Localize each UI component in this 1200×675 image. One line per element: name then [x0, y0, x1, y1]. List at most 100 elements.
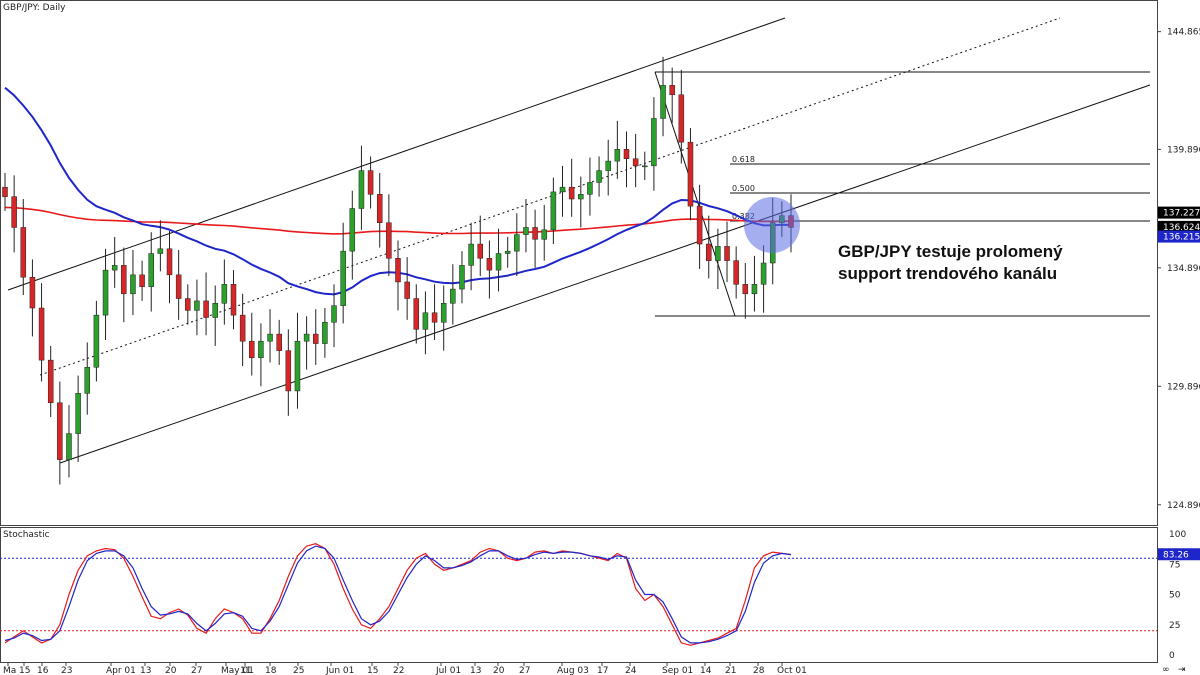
x-tick-label: 15	[367, 666, 378, 675]
x-tick-label: 25	[293, 666, 304, 675]
candle-body	[651, 118, 657, 167]
candlestick-series	[2, 56, 800, 485]
x-tick-label: 13	[470, 666, 481, 675]
annotation-line-2: support trendového kanálu	[838, 264, 1058, 283]
candle-body	[312, 333, 319, 344]
candle	[331, 284, 337, 348]
candle	[166, 231, 173, 304]
candle	[724, 221, 730, 282]
candle-body	[632, 158, 639, 167]
candle	[111, 236, 118, 288]
fib-label-0.500: 0.500	[732, 184, 755, 193]
x-tick-label: 15	[19, 666, 30, 675]
candle	[2, 172, 8, 211]
x-tick-label: Apr 01	[106, 666, 136, 675]
candle	[121, 247, 127, 323]
candle-body	[669, 85, 675, 96]
candle	[705, 215, 712, 279]
candle-body	[504, 250, 511, 254]
candle	[660, 56, 666, 137]
stochastic-k-line	[4, 543, 792, 646]
fib-swing-line	[654, 71, 736, 317]
candle-body	[2, 186, 8, 197]
candle	[249, 312, 255, 376]
candle	[212, 285, 218, 346]
candle	[623, 131, 630, 188]
y-tick-label: 134.896	[1167, 264, 1200, 274]
x-tick-label: 23	[61, 666, 72, 675]
candle	[733, 246, 739, 299]
chart-annotation: GBP/JPY testuje prolomený support trendo…	[838, 241, 1063, 285]
candle	[477, 215, 484, 277]
x-tick-label: Jul 01	[435, 666, 461, 675]
candle	[642, 151, 648, 181]
candle-body	[294, 340, 301, 392]
stoch-tick-label: 25	[1169, 621, 1180, 631]
price-tag-label: 136.215	[1163, 233, 1200, 243]
candle-body	[751, 284, 758, 295]
x-tick-label: Jun 01	[325, 666, 354, 675]
candle	[495, 228, 502, 292]
candle-body	[303, 333, 310, 342]
price-tag-label: 136.624	[1163, 223, 1200, 233]
candle-body	[258, 340, 264, 359]
candle-body	[20, 227, 27, 278]
arrow-right-icon[interactable]: ⇥	[1178, 665, 1186, 675]
stoch-tick-label: 0	[1169, 651, 1175, 661]
candle	[102, 248, 109, 341]
candle-body	[413, 298, 420, 330]
price-tag-bg	[1158, 230, 1200, 243]
candle	[614, 120, 621, 179]
candle	[175, 249, 182, 320]
x-tick-label: 27	[191, 666, 202, 675]
x-tick-label: 16	[37, 666, 49, 675]
candle	[57, 381, 63, 485]
x-tick-label: 21	[725, 666, 736, 675]
candle	[303, 316, 310, 370]
candle-body	[276, 333, 282, 351]
candle-body	[450, 288, 456, 304]
candle	[431, 284, 438, 341]
candle-body	[587, 182, 593, 195]
candle	[340, 222, 346, 324]
candle	[84, 342, 91, 415]
candle	[148, 232, 154, 312]
x-tick-label: Aug 03	[557, 666, 589, 675]
y-tick-label: 139.896	[1167, 145, 1200, 155]
candle	[669, 67, 675, 124]
stochastic-panel	[0, 543, 1157, 646]
candle-body	[559, 186, 566, 193]
x-tick-label: 17	[597, 666, 608, 675]
chart-frame	[0, 0, 1158, 663]
candle-body	[532, 227, 538, 240]
candle	[578, 176, 584, 228]
link-icon[interactable]: ∞	[1162, 665, 1170, 675]
candle-body	[605, 160, 611, 171]
candle-body	[468, 243, 474, 266]
channel-upper-line	[7, 17, 786, 291]
candle-body	[84, 367, 91, 394]
candle-body	[742, 284, 749, 295]
price-tag-label: 137.227	[1163, 209, 1200, 219]
candle	[66, 405, 72, 478]
candle	[376, 172, 383, 248]
candle	[541, 204, 547, 261]
candle	[194, 279, 200, 336]
stoch-tick-label: 75	[1169, 560, 1180, 570]
candle	[404, 257, 410, 320]
candle	[276, 319, 282, 365]
trend-channel-lines: 0.618 0.500 0.382	[7, 17, 1151, 464]
candle	[29, 259, 36, 337]
x-tick-label: 28	[753, 666, 765, 675]
candle	[267, 309, 273, 363]
candle-body	[221, 284, 228, 304]
candle-body	[367, 170, 374, 195]
candle-body	[57, 402, 63, 460]
candle-body	[175, 274, 182, 299]
candle	[75, 375, 81, 463]
candle-body	[760, 262, 767, 285]
candle-body	[568, 186, 575, 200]
y-tick-label: 124.896	[1167, 501, 1200, 511]
candle-body	[121, 265, 127, 295]
